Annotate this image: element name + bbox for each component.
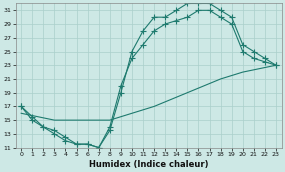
X-axis label: Humidex (Indice chaleur): Humidex (Indice chaleur) <box>89 159 208 169</box>
